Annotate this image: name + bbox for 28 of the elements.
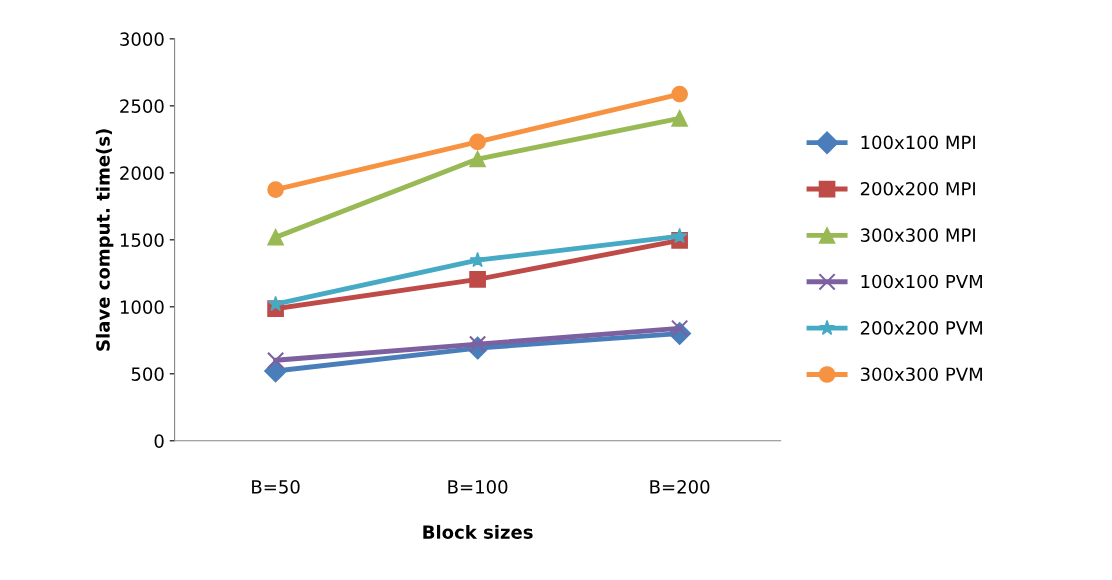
point <box>469 271 486 288</box>
x-tick-label: B=100 <box>448 480 508 494</box>
point <box>469 133 486 151</box>
y-axis-title: Slave comput. time(s) <box>95 129 114 351</box>
y-tick-label: 0 <box>154 434 164 448</box>
point <box>671 227 688 244</box>
y-tick-label: 1500 <box>120 233 164 247</box>
x-tick-label: B=200 <box>650 480 710 494</box>
y-tick-label: 3000 <box>120 32 164 46</box>
point <box>671 109 688 127</box>
legend-label: 100x100 MPI <box>861 135 975 150</box>
point <box>468 335 487 353</box>
legend-label: 300x300 MPI <box>860 228 975 242</box>
y-tick-label: 2500 <box>120 99 164 113</box>
y-tick-label: 1000 <box>120 300 164 314</box>
legend-label: 100x100 PVM <box>861 274 982 289</box>
legend-label: 300x300 PVM <box>860 367 982 382</box>
x-tick-label: B=50 <box>252 480 300 494</box>
point <box>671 85 688 103</box>
point <box>266 351 285 369</box>
y-tick-label: 2000 <box>120 166 164 180</box>
point <box>469 150 486 168</box>
x-axis-title: Block sizes <box>423 524 533 539</box>
point <box>267 181 284 198</box>
legend-label: 200x200 PVM <box>860 321 982 335</box>
point <box>267 228 284 246</box>
y-tick-label: 500 <box>131 367 164 381</box>
legend-label: 200x200 MPI <box>860 181 975 196</box>
